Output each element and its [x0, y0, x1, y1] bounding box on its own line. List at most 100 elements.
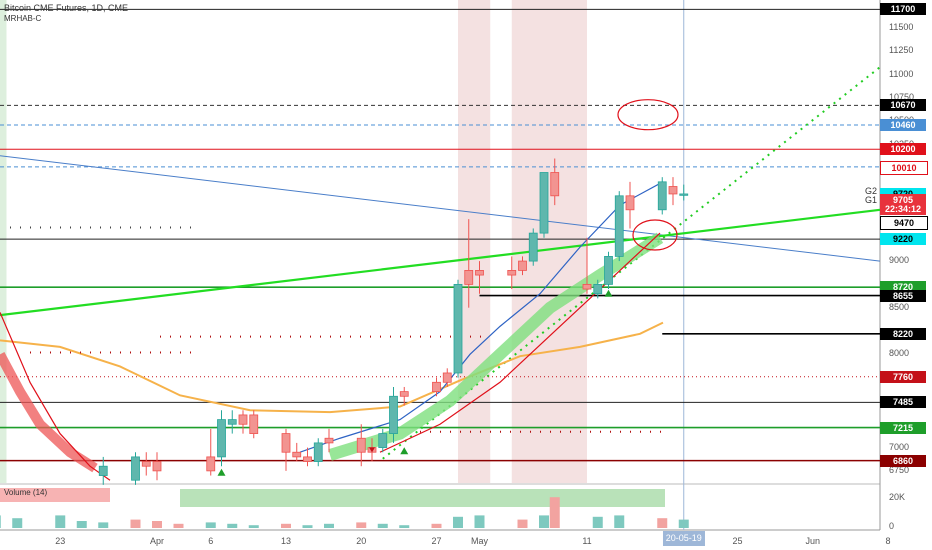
price-tick: 10750 [889, 91, 915, 102]
marker-3 [369, 447, 375, 453]
volume-bar-25 [657, 518, 668, 528]
annotation-circle-top [617, 99, 679, 131]
candle-body-1 [131, 456, 140, 481]
volume-tick: 20K [889, 492, 906, 502]
price-tag-7760: 7760 [880, 370, 926, 383]
price-tag-8655: 8655 [880, 289, 926, 302]
price-tag-11700: 11700 [880, 3, 926, 16]
candle-body-7 [238, 414, 248, 425]
price-tag-6860: 6860 [880, 454, 926, 467]
volume-bar-12 [302, 525, 313, 528]
price-tag-9220: 9220 [880, 233, 926, 246]
volume-bar-10 [248, 525, 259, 528]
volume-bar-4 [98, 522, 109, 528]
candle-body-25 [518, 260, 527, 271]
green-trendline [0, 208, 881, 317]
red-rising-ma [379, 232, 661, 453]
chart-title: Bitcoin CME Futures, 1D, CME [4, 3, 129, 13]
candle-body-0 [98, 465, 108, 476]
candle-body-19 [432, 381, 441, 393]
volume-bar-17 [431, 523, 442, 528]
volume-bar-15 [377, 523, 388, 528]
price-tag-8220: 8220 [880, 327, 926, 340]
volume-bar-3 [76, 521, 87, 528]
volume-ribbon-red [0, 488, 110, 502]
candle-body-13 [324, 437, 334, 444]
price-tick: 11000 [889, 68, 914, 79]
candle-body-5 [217, 419, 226, 458]
blue-ma [299, 181, 664, 453]
candle-body-28 [550, 172, 560, 197]
time-tick: May [470, 536, 489, 546]
marker-1 [400, 447, 409, 455]
volume-tick: 0 [889, 521, 895, 531]
g1-label: G1 [865, 195, 878, 205]
volume-bar-14 [356, 522, 367, 528]
orange-ma [0, 321, 664, 414]
volume-bar-23 [592, 516, 603, 528]
time-tick: 25 [732, 536, 743, 546]
shaded-range-0 [0, 0, 7, 483]
price-tick: 7000 [889, 441, 910, 452]
candle-body-12 [313, 442, 323, 462]
candle-body-33 [625, 195, 635, 211]
price-tick: 8500 [889, 301, 910, 312]
volume-bar-21 [539, 515, 549, 528]
shaded-range-2 [511, 0, 587, 483]
time-tick: 23 [55, 536, 66, 546]
price-tag-9470: 9470 [880, 215, 928, 230]
price-tick: 9000 [889, 255, 910, 266]
candle-body-20 [442, 372, 452, 383]
green-ribbon [328, 232, 664, 461]
price-tag-7215: 7215 [880, 421, 926, 434]
candle-body-26 [528, 232, 538, 262]
price-tag-22:34:12: 22:34:12 [880, 203, 926, 216]
time-highlight: 20-05-19 [662, 531, 705, 546]
price-tick: 11250 [889, 45, 914, 56]
volume-bar-5 [130, 519, 141, 528]
candle-body-23 [475, 270, 484, 276]
volume-bar-8 [205, 522, 216, 528]
volume-ribbon-green [180, 489, 665, 507]
price-tick: 8000 [889, 348, 910, 359]
marker-2 [604, 289, 613, 297]
volume-bar-18 [453, 516, 463, 528]
price-tag-10200: 10200 [880, 143, 926, 156]
candle-body-4 [206, 456, 216, 472]
candle-body-9 [281, 433, 291, 453]
annotation-circle-bottom [632, 219, 678, 251]
red-ribbon [0, 351, 98, 473]
candle-body-36 [679, 193, 689, 196]
volume-bar-26 [678, 519, 689, 528]
volume-bar-24 [614, 515, 625, 528]
blue-trendline [0, 155, 881, 262]
time-tick: 13 [280, 536, 292, 546]
candle-body-29 [582, 283, 592, 290]
volume-bar-13 [324, 523, 334, 528]
shaded-range-1 [458, 0, 491, 483]
price-tag-10460: 10460 [880, 118, 926, 131]
volume-bar-2 [55, 515, 66, 528]
indicator-label: MRHAB-C [4, 14, 42, 23]
volume-bar-19 [474, 515, 485, 528]
candle-body-31 [604, 256, 613, 285]
volume-bar-11 [281, 523, 291, 528]
candle-body-6 [227, 419, 237, 425]
time-tick: 11 [582, 536, 592, 546]
candle-body-18 [399, 391, 409, 397]
candle-body-2 [141, 461, 151, 467]
volume-bar-0 [0, 515, 1, 528]
candle-body-10 [292, 451, 302, 458]
candle-body-22 [464, 270, 474, 285]
volume-label: Volume (14) [4, 488, 48, 497]
candle-body-3 [152, 461, 162, 472]
volume-bar-22 [549, 497, 560, 528]
price-tag-10670: 10670 [880, 99, 926, 112]
red-ma [0, 312, 111, 481]
candle-body-11 [303, 456, 312, 462]
candle-body-30 [593, 283, 603, 295]
volume-bar-1 [12, 518, 23, 528]
time-tick: 20 [356, 536, 367, 546]
